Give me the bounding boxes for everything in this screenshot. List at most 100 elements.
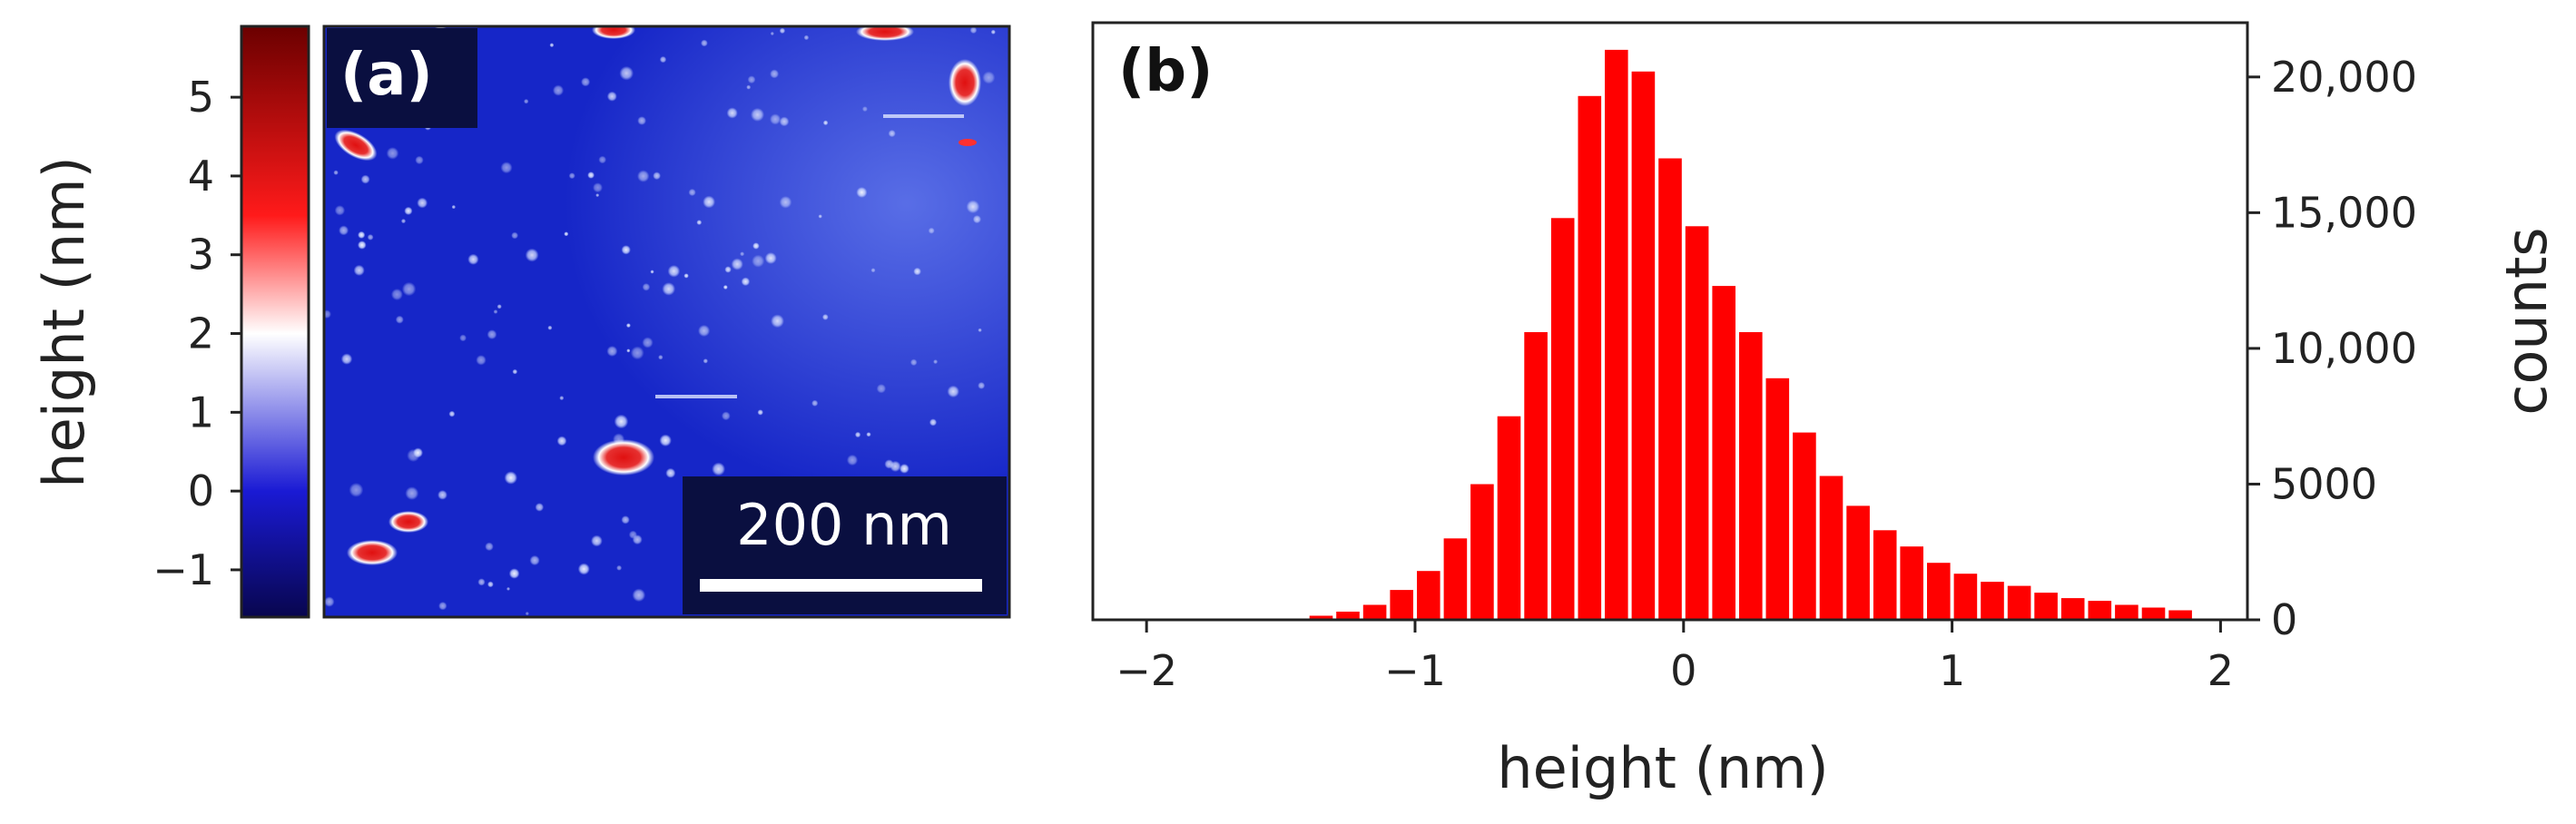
surface-feature	[621, 245, 631, 255]
surface-feature	[552, 84, 565, 96]
colorbar-gradient-bar	[240, 25, 310, 619]
surface-feature	[982, 71, 996, 84]
histogram-bar	[2060, 598, 2085, 620]
particle	[949, 59, 981, 106]
surface-feature	[591, 535, 603, 547]
surface-feature	[333, 170, 339, 175]
surface-feature	[752, 254, 765, 268]
surface-feature	[890, 460, 901, 472]
x-tick-label: −1	[1384, 646, 1446, 695]
y-tick-label: 20,000	[2271, 53, 2417, 102]
surface-feature	[929, 418, 938, 427]
histogram-bar	[1953, 574, 1978, 620]
surface-feature	[913, 267, 921, 276]
colorbar-tick-label: 3	[188, 231, 214, 280]
surface-feature	[417, 197, 428, 209]
surface-feature	[888, 130, 896, 138]
histogram-bar	[2141, 607, 2166, 620]
surface-feature	[757, 409, 763, 416]
surface-feature	[966, 200, 980, 214]
surface-feature	[978, 381, 986, 389]
histogram-bar	[1765, 378, 1790, 620]
surface-feature	[619, 65, 634, 81]
surface-feature	[933, 359, 939, 365]
y-axis-ticks: 0 5000 10,000 15,000 20,000	[2247, 53, 2417, 644]
histogram-bar	[1605, 49, 1628, 620]
histogram-bar	[1550, 218, 1575, 621]
surface-feature	[487, 329, 497, 339]
surface-feature	[876, 384, 887, 394]
surface-feature	[577, 563, 590, 575]
surface-feature	[485, 542, 494, 552]
surface-feature	[367, 234, 374, 240]
x-axis-title: height (nm)	[1497, 735, 1828, 801]
histogram-bar	[1712, 286, 1735, 620]
surface-feature	[593, 182, 603, 193]
surface-feature	[751, 107, 764, 122]
histogram-bar	[1927, 563, 1951, 620]
surface-feature	[467, 253, 479, 265]
surface-feature	[724, 266, 732, 273]
surface-feature	[438, 602, 447, 611]
surface-feature	[512, 368, 518, 375]
surface-feature	[856, 187, 868, 198]
surface-feature	[360, 174, 370, 184]
colorbar-tick-label: 1	[188, 387, 214, 437]
surface-feature	[703, 195, 715, 209]
surface-feature	[405, 486, 419, 500]
colorbar-tick-label: 4	[188, 152, 214, 201]
surface-feature	[438, 490, 447, 500]
surface-feature	[549, 43, 555, 48]
surface-feature	[547, 325, 553, 330]
histogram-bar	[1873, 530, 1897, 620]
surface-feature	[698, 324, 711, 338]
surface-feature	[779, 27, 786, 34]
surface-feature	[861, 106, 868, 113]
surface-feature	[746, 84, 752, 90]
x-tick-label: 2	[2207, 646, 2234, 695]
surface-feature	[870, 268, 876, 273]
surface-feature	[771, 314, 784, 329]
surface-feature	[764, 252, 777, 264]
histogram-bar	[2034, 593, 2058, 620]
surface-feature	[803, 34, 810, 41]
surface-feature	[740, 251, 745, 257]
panel-a-label-box	[327, 28, 477, 128]
surface-feature	[339, 225, 349, 236]
y-tick-label: 5000	[2271, 459, 2377, 508]
histogram-bar	[1658, 158, 1682, 620]
y-tick-label: 10,000	[2271, 324, 2417, 373]
histogram-bar	[1739, 332, 1763, 620]
surface-feature	[667, 265, 681, 278]
surface-feature	[752, 242, 760, 250]
surface-feature	[535, 503, 545, 512]
histogram-bar	[2088, 601, 2112, 620]
particle	[347, 540, 398, 565]
histogram-bar	[1362, 604, 1387, 620]
surface-feature	[606, 346, 618, 357]
histogram-bar	[1900, 546, 1923, 620]
particle	[959, 139, 977, 146]
colorbar-tick-label: −1	[152, 545, 214, 594]
y-tick-label: 0	[2271, 595, 2297, 644]
histogram-bar	[1524, 332, 1548, 620]
histogram-bar	[1846, 505, 1870, 620]
surface-feature	[978, 328, 982, 332]
surface-feature	[683, 273, 689, 279]
surface-feature	[770, 113, 782, 125]
surface-feature	[947, 385, 959, 398]
surface-feature	[511, 231, 518, 240]
surface-feature	[568, 172, 575, 180]
surface-feature	[587, 172, 595, 179]
surface-feature	[653, 172, 661, 181]
histogram: −2 −1 0 1 2 0 5000 10,000 15,000 20,000 (b) heig…	[1091, 21, 2560, 801]
surface-feature	[349, 483, 364, 497]
x-tick-label: −2	[1116, 646, 1177, 695]
scale-bar-label: 200 nm	[736, 492, 952, 558]
histogram-bar	[1390, 590, 1413, 620]
surface-feature	[969, 26, 978, 34]
surface-feature	[506, 586, 510, 591]
surface-feature	[415, 155, 424, 165]
surface-feature	[821, 314, 829, 320]
